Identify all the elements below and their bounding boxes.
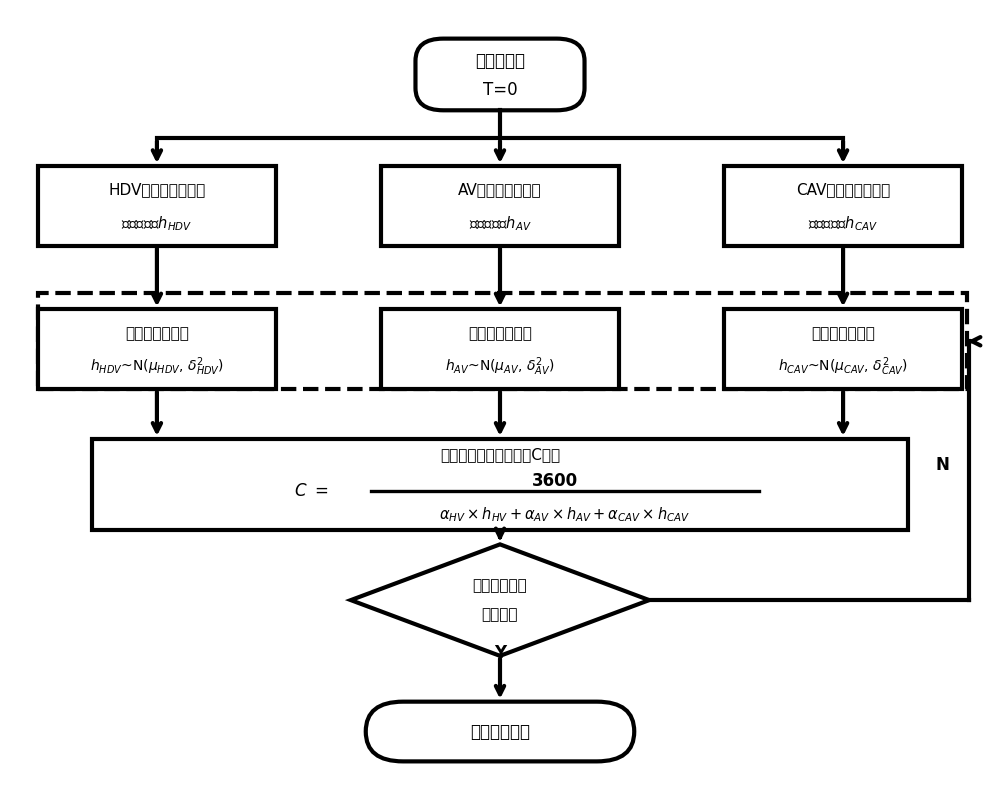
Text: 的车头时距$h_{AV}$: 的车头时距$h_{AV}$	[469, 214, 531, 233]
Text: N: N	[936, 456, 949, 474]
Text: $h_{HDV}$~N($\mu_{HDV}$, $\delta^2_{HDV}$): $h_{HDV}$~N($\mu_{HDV}$, $\delta^2_{HDV}…	[90, 355, 224, 378]
Text: 3600: 3600	[532, 472, 578, 490]
Text: AV作为后车跟车时: AV作为后车跟车时	[458, 182, 542, 197]
Bar	[38, 310, 276, 389]
Text: 的车头时距$h_{CAV}$: 的车头时距$h_{CAV}$	[808, 214, 878, 233]
FancyBboxPatch shape	[415, 38, 585, 111]
Text: 达到要求: 达到要求	[482, 607, 518, 622]
Text: T=0: T=0	[483, 81, 517, 99]
Bar	[38, 294, 967, 389]
Text: HDV作为后车跟车时: HDV作为后车跟车时	[108, 182, 206, 197]
FancyBboxPatch shape	[366, 702, 634, 761]
Text: 产生一个随机数: 产生一个随机数	[468, 326, 532, 341]
Bar	[724, 166, 962, 245]
Text: CAV作为后车跟车时: CAV作为后车跟车时	[796, 182, 890, 197]
Text: 产生一个随机数: 产生一个随机数	[811, 326, 875, 341]
Text: Y: Y	[494, 645, 506, 662]
Text: 仿真初始化: 仿真初始化	[475, 52, 525, 70]
Text: $\alpha_{HV}\times h_{HV}+\alpha_{AV}\times h_{AV}+\alpha_{CAV}\times h_{CAV}$: $\alpha_{HV}\times h_{HV}+\alpha_{AV}\ti…	[439, 505, 690, 525]
Text: 的车头时距$h_{HDV}$: 的车头时距$h_{HDV}$	[121, 214, 193, 233]
Text: 产生一个随机数: 产生一个随机数	[125, 326, 189, 341]
Bar	[381, 310, 619, 389]
Text: 利用如下公式计算一个C的值: 利用如下公式计算一个C的值	[440, 447, 560, 462]
Bar	[724, 310, 962, 389]
Text: 车道通行能力: 车道通行能力	[470, 723, 530, 740]
Bar	[92, 439, 908, 530]
Text: $\mathit{C}\ =$: $\mathit{C}\ =$	[294, 482, 328, 500]
Text: 仿真次数是否: 仿真次数是否	[473, 578, 527, 593]
Bar	[38, 166, 276, 245]
Text: $h_{CAV}$~N($\mu_{CAV}$, $\delta^2_{CAV}$): $h_{CAV}$~N($\mu_{CAV}$, $\delta^2_{CAV}…	[778, 355, 908, 378]
Polygon shape	[351, 545, 649, 656]
Bar	[381, 166, 619, 245]
Text: $h_{AV}$~N($\mu_{AV}$, $\delta^2_{AV}$): $h_{AV}$~N($\mu_{AV}$, $\delta^2_{AV}$)	[445, 355, 555, 378]
